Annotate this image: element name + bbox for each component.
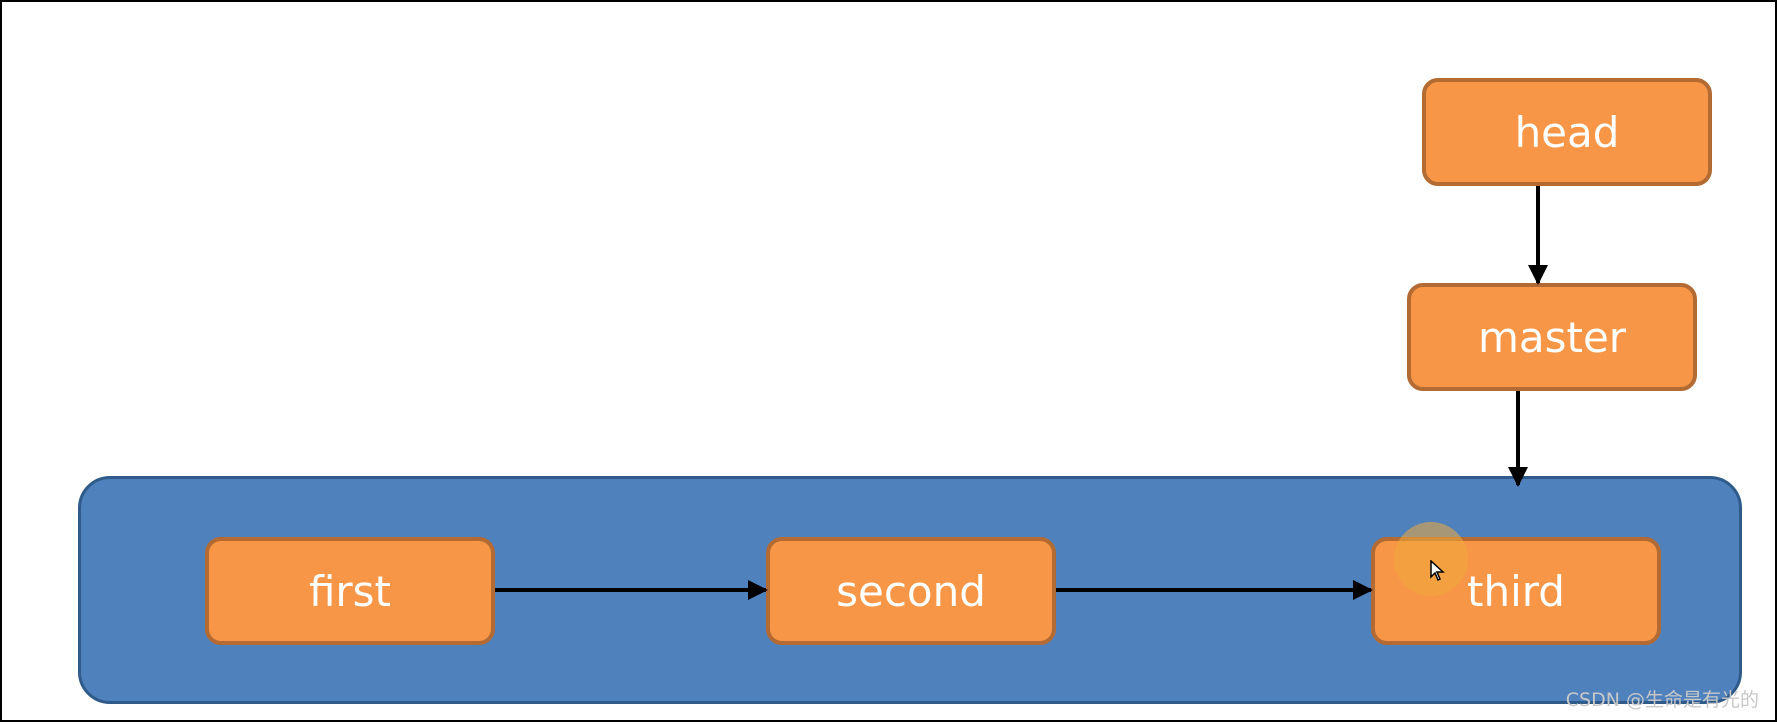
node-master: master <box>1407 283 1697 391</box>
node-third-label: third <box>1467 566 1565 616</box>
cursor-highlight <box>1394 522 1468 596</box>
watermark: CSDN @生命是有光的 <box>1565 689 1759 711</box>
node-second-label: second <box>836 566 986 616</box>
node-master-label: master <box>1477 312 1627 362</box>
node-second: second <box>766 537 1056 645</box>
cursor-pointer-icon <box>1430 560 1445 582</box>
node-first-label: first <box>308 566 392 616</box>
node-head: head <box>1422 78 1712 186</box>
node-first: first <box>205 537 495 645</box>
node-head-label: head <box>1514 107 1620 157</box>
